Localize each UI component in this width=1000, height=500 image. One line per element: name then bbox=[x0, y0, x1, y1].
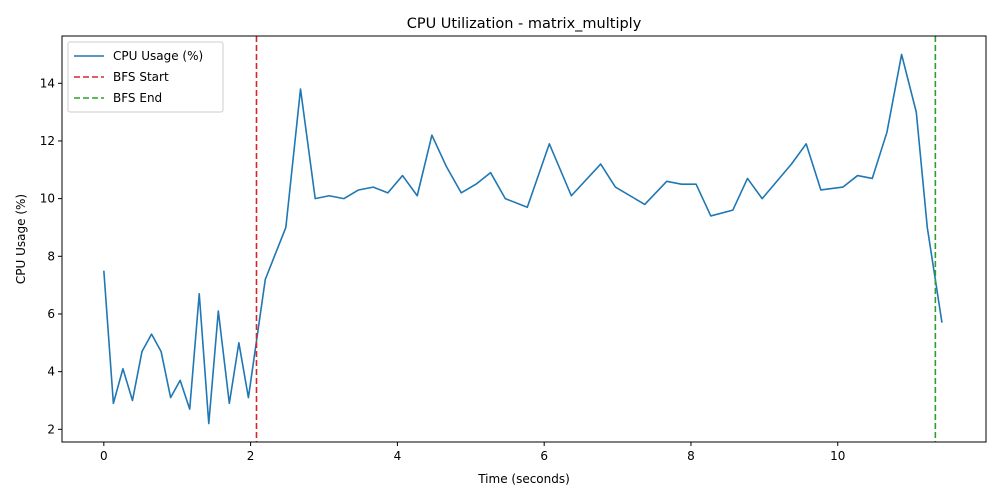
axis-ticks: 0 2 4 6 8 10 2 4 6 8 10 12 14 bbox=[40, 76, 846, 463]
x-tick-label: 10 bbox=[830, 449, 845, 463]
x-tick-label: 0 bbox=[100, 449, 108, 463]
y-axis-label: CPU Usage (%) bbox=[14, 194, 28, 284]
y-tick-label: 8 bbox=[47, 249, 55, 263]
x-tick-label: 4 bbox=[394, 449, 402, 463]
y-tick-label: 14 bbox=[40, 76, 55, 90]
x-tick-label: 8 bbox=[687, 449, 695, 463]
legend-label-cpu-usage: CPU Usage (%) bbox=[113, 49, 203, 63]
plot-data bbox=[103, 36, 943, 442]
plot-frame bbox=[61, 35, 987, 443]
y-tick-label: 4 bbox=[47, 365, 55, 379]
chart-title: CPU Utilization - matrix_multiply bbox=[407, 16, 642, 32]
y-tick-label: 2 bbox=[47, 422, 55, 436]
x-axis-label: Time (seconds) bbox=[477, 472, 570, 486]
x-tick-label: 6 bbox=[540, 449, 548, 463]
y-tick-label: 6 bbox=[47, 307, 55, 321]
y-tick-label: 10 bbox=[40, 192, 55, 206]
legend-label-bfs-start: BFS Start bbox=[113, 70, 169, 84]
legend-box bbox=[67, 41, 224, 113]
legend: CPU Usage (%) BFS Start BFS End bbox=[67, 41, 224, 113]
y-tick-label: 12 bbox=[40, 134, 55, 148]
x-tick-label: 2 bbox=[247, 449, 255, 463]
legend-label-bfs-end: BFS End bbox=[113, 91, 162, 105]
series-line-cpu-usage bbox=[103, 53, 943, 425]
